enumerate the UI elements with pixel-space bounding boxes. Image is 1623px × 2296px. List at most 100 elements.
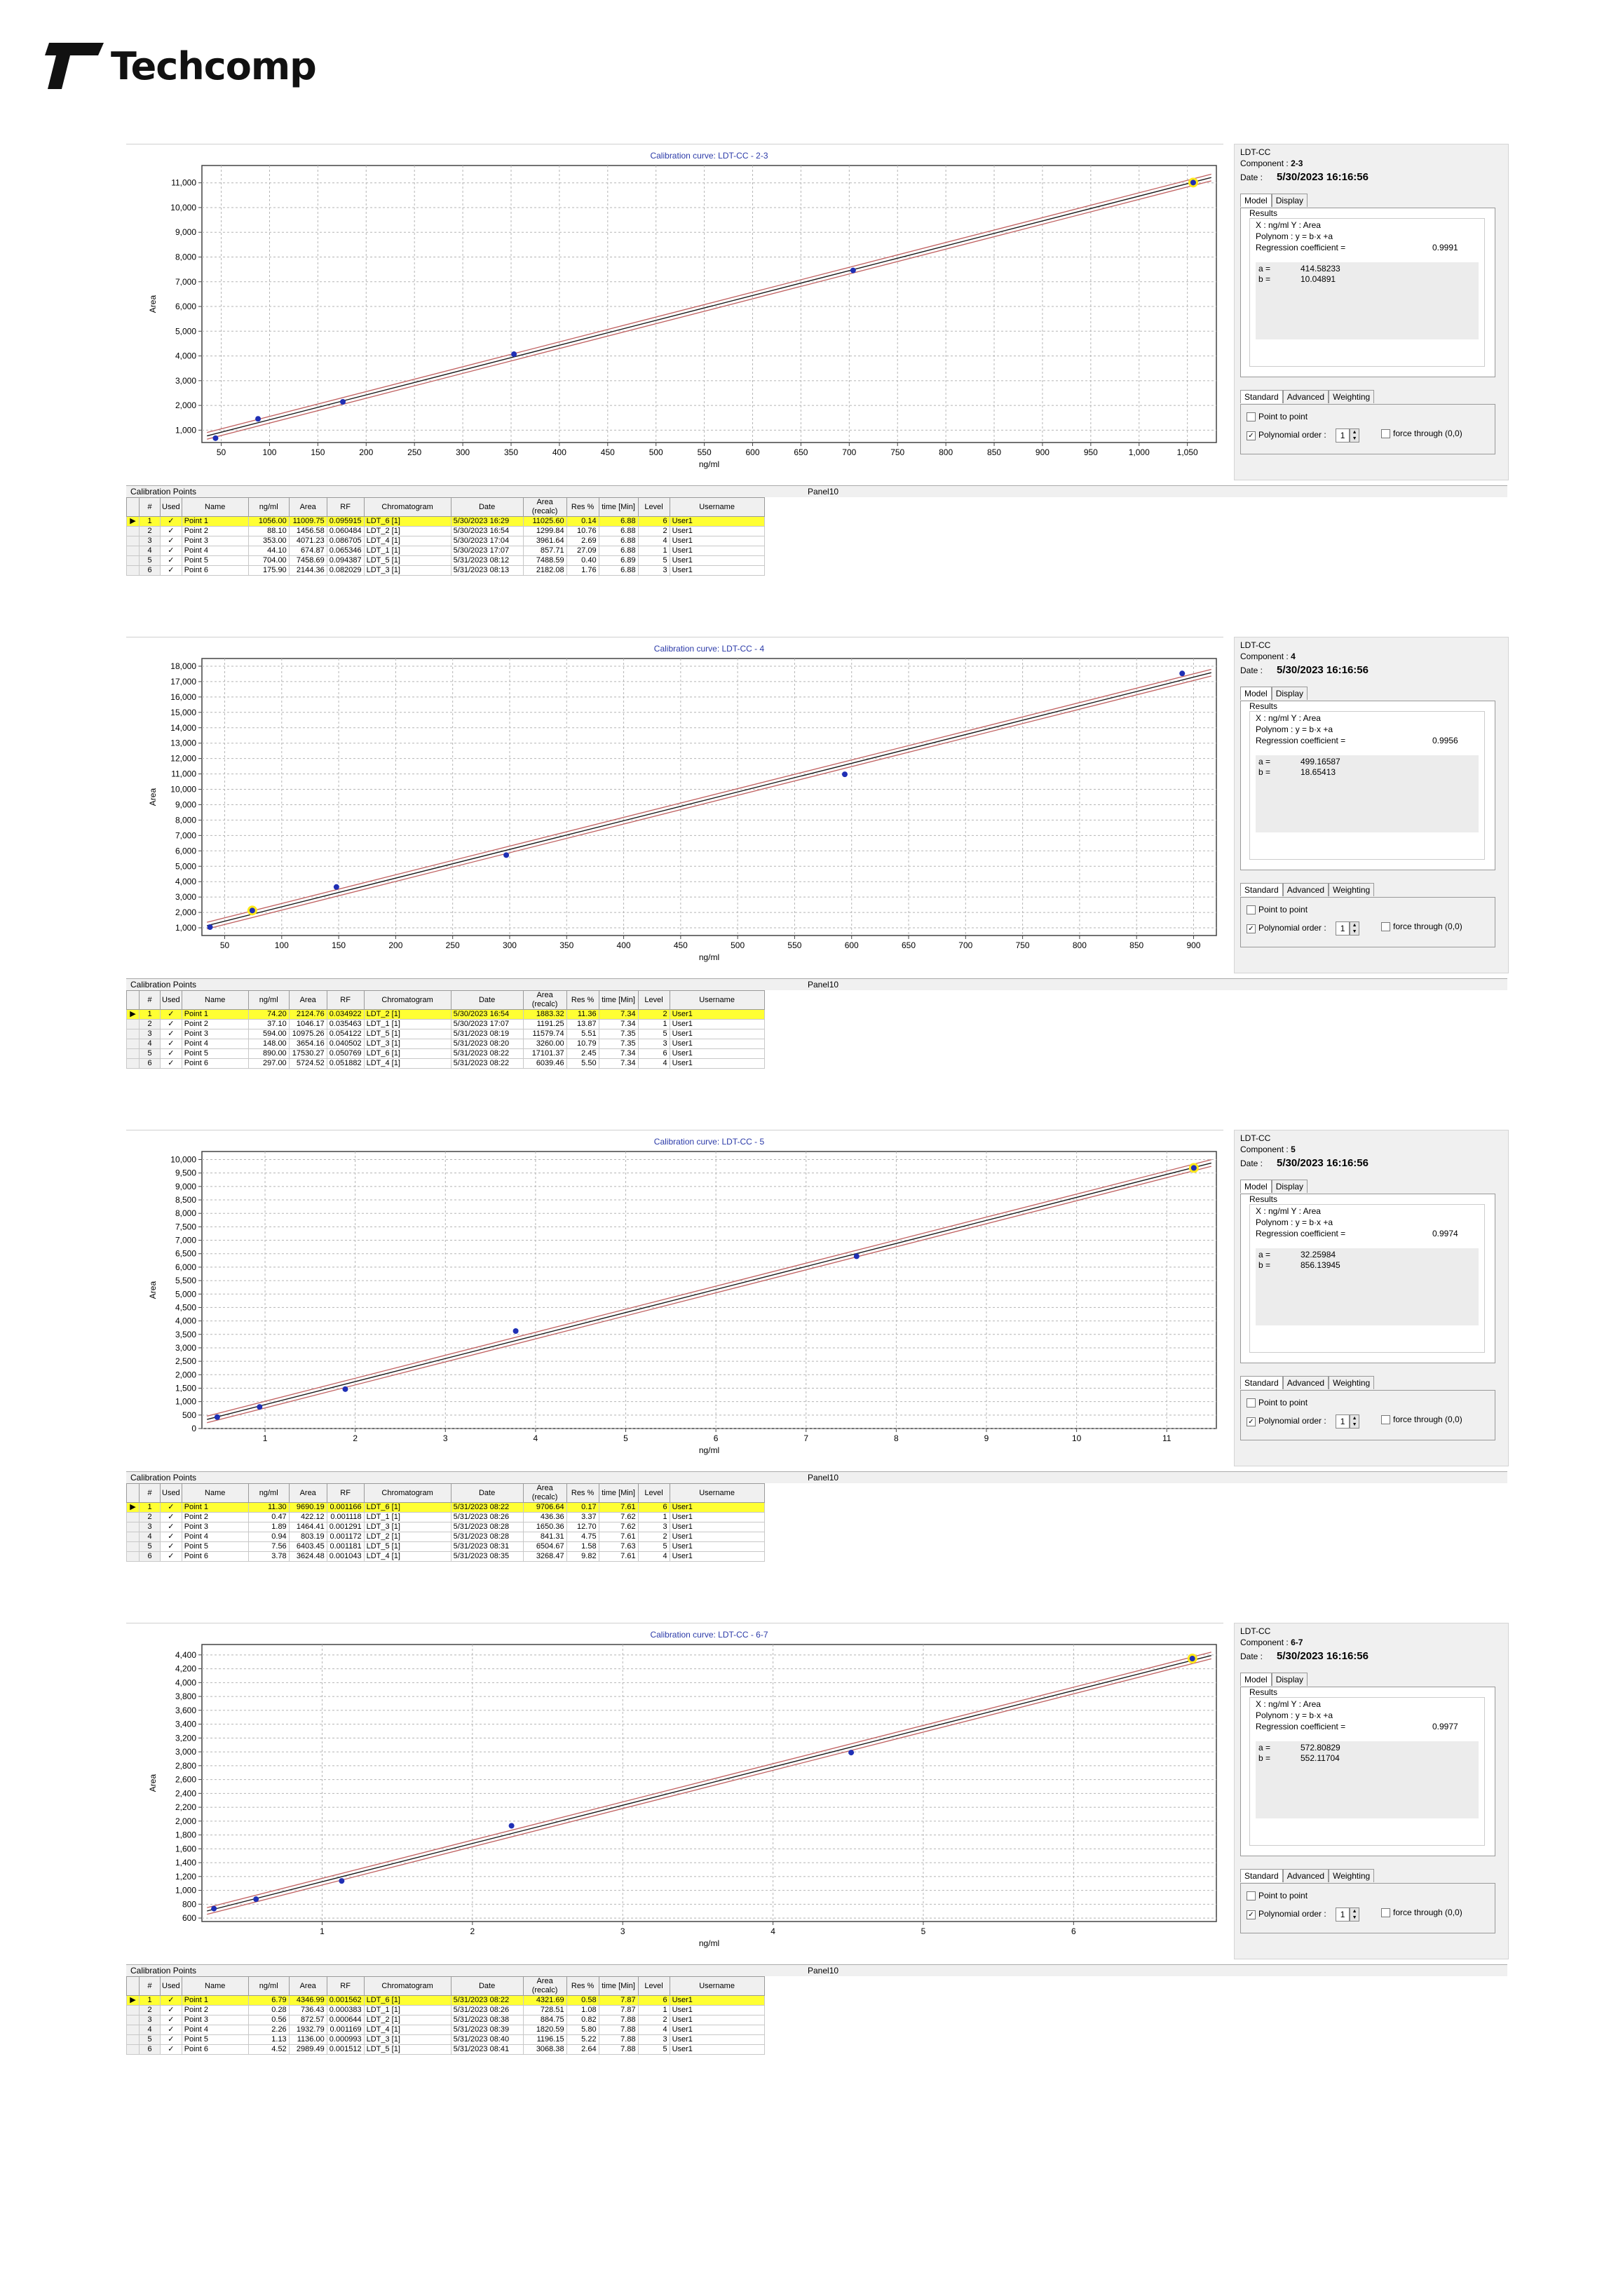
table-row[interactable]: 6 ✓ Point 6 297.00 5724.52 0.051882 LDT_4 [1] 5… [126,1058,765,1069]
column-header[interactable]: Res % [566,1483,599,1503]
tab-display[interactable]: Display [1271,687,1308,700]
point-to-point-option[interactable]: Point to point [1247,905,1308,915]
column-header[interactable]: Username [669,1976,765,1996]
table-row[interactable]: 6 ✓ Point 6 4.52 2989.49 0.001512 LDT_5 [1] 5/3… [126,2044,765,2055]
tab-weighting[interactable]: Weighting [1329,883,1375,896]
table-row[interactable]: 4 ✓ Point 4 44.10 674.87 0.065346 LDT_1 [1] 5/3… [126,546,765,556]
force-through-checkbox[interactable] [1381,922,1390,932]
polynomial-order-checkbox[interactable]: ✓ [1247,1417,1256,1426]
polynomial-order-option[interactable]: ✓ Polynomial order : 1 ▲ ▼ [1247,1907,1360,1922]
tab-weighting[interactable]: Weighting [1329,1869,1375,1882]
force-through-checkbox[interactable] [1381,1415,1390,1425]
column-header[interactable]: Username [669,1483,765,1503]
table-row[interactable]: 3 ✓ Point 3 353.00 4071.23 0.086705 LDT_4 [1] 5… [126,536,765,546]
column-header[interactable]: Res % [566,1976,599,1996]
column-header[interactable]: # [139,1976,161,1996]
column-header[interactable]: Used [160,497,182,517]
force-through-option[interactable]: force through (0,0) [1381,1414,1462,1425]
column-header[interactable]: Area [288,990,327,1010]
used-checkbox[interactable]: ✓ [160,1502,182,1513]
column-header[interactable]: ng/ml [247,497,290,517]
column-header[interactable]: RF [326,1483,365,1503]
column-header[interactable]: Area [288,1976,327,1996]
column-header[interactable]: Level [637,990,670,1010]
order-spinner-icon[interactable]: ▲ ▼ [1350,428,1360,443]
column-header[interactable]: Name [181,990,249,1010]
column-header[interactable]: # [139,497,161,517]
column-header[interactable]: time [Min] [598,497,639,517]
column-header[interactable]: RF [326,990,365,1010]
polynomial-order-checkbox[interactable]: ✓ [1247,431,1256,440]
used-checkbox[interactable]: ✓ [160,546,182,556]
calibration-points-table[interactable]: # Used Name ng/ml Area RF Chromatogram Date Area… [126,1976,765,2055]
column-header[interactable]: Name [181,1976,249,1996]
used-checkbox[interactable]: ✓ [160,2034,182,2045]
column-header[interactable]: Area (recalc) [522,1483,567,1503]
column-header[interactable]: Used [160,1976,182,1996]
column-header[interactable]: Date [450,1976,524,1996]
column-header[interactable]: time [Min] [598,1483,639,1503]
used-checkbox[interactable]: ✓ [160,1009,182,1020]
used-checkbox[interactable]: ✓ [160,1019,182,1029]
force-through-checkbox[interactable] [1381,1908,1390,1918]
used-checkbox[interactable]: ✓ [160,1522,182,1532]
table-row[interactable]: 2 ✓ Point 2 88.10 1456.58 0.060484 LDT_2 [1] 5/… [126,526,765,536]
column-header[interactable]: Date [450,497,524,517]
point-to-point-option[interactable]: Point to point [1247,412,1308,422]
column-header[interactable]: ng/ml [247,990,290,1010]
used-checkbox[interactable]: ✓ [160,1551,182,1562]
point-to-point-checkbox[interactable] [1247,1891,1256,1901]
polynomial-order-checkbox[interactable]: ✓ [1247,1910,1256,1919]
polynomial-order-option[interactable]: ✓ Polynomial order : 1 ▲ ▼ [1247,1414,1360,1429]
column-header[interactable]: time [Min] [598,1976,639,1996]
used-checkbox[interactable]: ✓ [160,1995,182,2006]
force-through-option[interactable]: force through (0,0) [1381,428,1462,439]
tab-standard[interactable]: Standard [1240,883,1283,896]
table-row[interactable]: 3 ✓ Point 3 0.56 872.57 0.000644 LDT_2 [1] 5/31… [126,2015,765,2025]
tab-display[interactable]: Display [1271,1180,1308,1193]
chart-svg[interactable]: Calibration curve: LDT-CC - 4 50 100 150 200… [126,637,1223,974]
column-header[interactable]: Level [637,1976,670,1996]
tab-advanced[interactable]: Advanced [1282,883,1329,896]
column-header[interactable]: Chromatogram [363,497,451,517]
column-header[interactable]: Res % [566,990,599,1010]
point-to-point-checkbox[interactable] [1247,905,1256,915]
used-checkbox[interactable]: ✓ [160,1541,182,1552]
column-header[interactable]: Chromatogram [363,1976,451,1996]
tab-model[interactable]: Model [1240,1673,1272,1686]
table-row[interactable]: ▶ 1 ✓ Point 1 74.20 2124.76 0.034922 LDT_2 [1] 5… [126,1009,765,1020]
tab-weighting[interactable]: Weighting [1329,390,1375,403]
tab-standard[interactable]: Standard [1240,1869,1283,1882]
column-header[interactable]: time [Min] [598,990,639,1010]
column-header[interactable]: Used [160,1483,182,1503]
calibration-chart[interactable]: Calibration curve: LDT-CC - 6-7 1 2 3 4 5 6 600… [126,1623,1223,1960]
column-header[interactable]: Area [288,1483,327,1503]
column-header[interactable]: Date [450,990,524,1010]
column-header[interactable]: RF [326,497,365,517]
force-through-option[interactable]: force through (0,0) [1381,921,1462,932]
column-header[interactable]: Chromatogram [363,990,451,1010]
point-to-point-checkbox[interactable] [1247,412,1256,422]
force-through-checkbox[interactable] [1381,429,1390,439]
table-row[interactable]: 5 ✓ Point 5 704.00 7458.69 0.094387 LDT_5 [1] 5… [126,555,765,566]
column-header[interactable]: Used [160,990,182,1010]
calibration-chart[interactable]: Calibration curve: LDT-CC - 2-3 50 100 150 2… [126,144,1223,481]
column-header[interactable]: Area (recalc) [522,990,567,1010]
column-header[interactable]: # [139,990,161,1010]
tab-standard[interactable]: Standard [1240,390,1283,403]
tab-display[interactable]: Display [1271,1673,1308,1686]
column-header[interactable]: Area [288,497,327,517]
column-header[interactable]: Area (recalc) [522,497,567,517]
used-checkbox[interactable]: ✓ [160,1512,182,1522]
tab-model[interactable]: Model [1240,687,1272,700]
column-header[interactable]: Name [181,497,249,517]
table-row[interactable]: 3 ✓ Point 3 594.00 10975.26 0.054122 LDT_5 [1]… [126,1029,765,1039]
table-row[interactable]: 5 ✓ Point 5 7.56 6403.45 0.001181 LDT_5 [1] 5/3… [126,1541,765,1552]
polynomial-order-option[interactable]: ✓ Polynomial order : 1 ▲ ▼ [1247,428,1360,443]
chart-svg[interactable]: Calibration curve: LDT-CC - 2-3 50 100 150 2… [126,144,1223,481]
polynomial-order-value[interactable]: 1 [1336,1414,1350,1429]
tab-model[interactable]: Model [1240,1180,1272,1193]
calibration-chart[interactable]: Calibration curve: LDT-CC - 5 1 2 3 4 5 6 7 8 9 10… [126,1130,1223,1467]
column-header[interactable]: Res % [566,497,599,517]
tab-advanced[interactable]: Advanced [1282,1376,1329,1389]
